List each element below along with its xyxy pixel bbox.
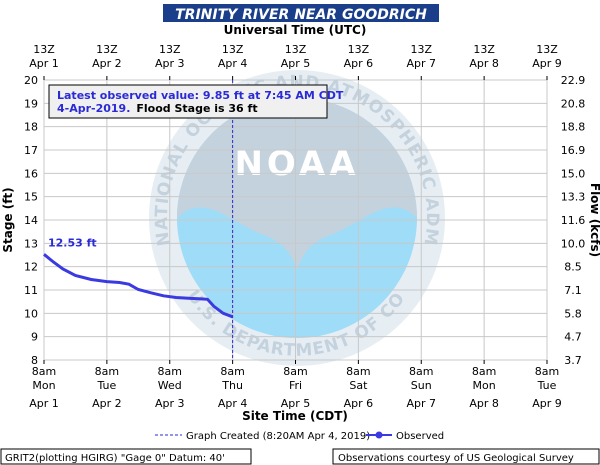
y2-tick-label: 5.8 xyxy=(564,307,582,320)
top-tick-hour: 13Z xyxy=(348,43,370,56)
y2-tick-label: 15.0 xyxy=(561,167,586,180)
bottom-tick-day: Sat xyxy=(349,379,368,392)
bottom-tick-day: Wed xyxy=(158,379,182,392)
footer-left-text: GRIT2(plotting HGIRG) "Gage 0" Datum: 40… xyxy=(5,453,225,464)
bottom-tick-day: Fri xyxy=(289,379,302,392)
bottom-tick-date: Apr 9 xyxy=(532,397,562,410)
y2-tick-label: 11.6 xyxy=(561,214,586,227)
top-tick-hour: 13Z xyxy=(33,43,55,56)
top-tick-hour: 13Z xyxy=(96,43,118,56)
info-line-1: Latest observed value: 9.85 ft at 7:45 A… xyxy=(57,89,344,102)
bottom-tick-date: Apr 4 xyxy=(218,397,248,410)
y-tick-label: 8 xyxy=(31,354,38,367)
y-tick-label: 20 xyxy=(24,74,38,87)
bottom-tick-date: Apr 1 xyxy=(29,397,59,410)
bottom-tick-date: Apr 6 xyxy=(344,397,374,410)
y2-tick-label: 10.0 xyxy=(561,237,586,250)
bottom-tick-day: Mon xyxy=(32,379,55,392)
top-tick-hour: 13Z xyxy=(410,43,432,56)
y2-axis-title: Flow (kcfs) xyxy=(588,183,600,257)
y-tick-label: 16 xyxy=(24,167,38,180)
y-tick-label: 15 xyxy=(24,191,38,204)
noaa-gull-top xyxy=(177,98,417,270)
bottom-tick-hour: 8am xyxy=(346,365,370,378)
top-tick-hour: 13Z xyxy=(536,43,558,56)
bottom-tick-hour: 8am xyxy=(95,365,119,378)
y2-tick-label: 22.9 xyxy=(561,74,586,87)
bottom-axis-title: Site Time (CDT) xyxy=(242,409,348,423)
y2-tick-label: 16.9 xyxy=(561,144,586,157)
top-tick-date: Apr 6 xyxy=(344,57,374,70)
bottom-tick-hour: 8am xyxy=(32,365,56,378)
legend-observed-label: Observed xyxy=(396,431,444,442)
y-tick-label: 10 xyxy=(24,307,38,320)
info-date: 4-Apr-2019. xyxy=(57,102,130,115)
y2-tick-label: 13.3 xyxy=(561,191,586,204)
bottom-tick-day: Tue xyxy=(96,379,116,392)
bottom-tick-hour: 8am xyxy=(158,365,182,378)
footer-right-box xyxy=(332,448,600,465)
bottom-tick-day: Sun xyxy=(411,379,432,392)
y-tick-label: 13 xyxy=(24,237,38,250)
bottom-tick-date: Apr 2 xyxy=(92,397,122,410)
observed-line xyxy=(43,253,234,319)
top-tick-date: Apr 1 xyxy=(29,57,59,70)
first-value-label: 12.53 ft xyxy=(48,236,97,249)
y2-tick-label: 20.8 xyxy=(561,97,586,110)
y2-tick-label: 4.7 xyxy=(564,331,582,344)
top-tick-date: Apr 4 xyxy=(218,57,248,70)
legend-created-label: Graph Created (8:20AM Apr 4, 2019) xyxy=(186,431,370,442)
top-tick-hour: 13Z xyxy=(285,43,307,56)
legend-observed-dot xyxy=(375,431,383,439)
info-flood-stage: Flood Stage is 36 ft xyxy=(136,102,257,115)
y-tick-label: 12 xyxy=(24,261,38,274)
bottom-tick-hour: 8am xyxy=(472,365,496,378)
title-bar xyxy=(163,4,439,22)
bottom-tick-day: Tue xyxy=(537,379,557,392)
info-box xyxy=(48,84,328,119)
top-tick-hour: 13Z xyxy=(222,43,244,56)
info-line-2: 4-Apr-2019. Flood Stage is 36 ft xyxy=(57,102,258,115)
bottom-tick-hour: 8am xyxy=(409,365,433,378)
y2-tick-label: 18.8 xyxy=(561,121,586,134)
footer-left-box xyxy=(0,448,252,465)
bottom-tick-hour: 8am xyxy=(535,365,559,378)
chart-title: TRINITY RIVER NEAR GOODRICH xyxy=(175,7,427,23)
bottom-tick-hour: 8am xyxy=(283,365,307,378)
y2-tick-label: 3.7 xyxy=(564,354,582,367)
y-tick-label: 9 xyxy=(31,331,38,344)
top-tick-hour: 13Z xyxy=(473,43,495,56)
bottom-tick-date: Apr 3 xyxy=(155,397,185,410)
y-tick-label: 14 xyxy=(24,214,38,227)
y-axis-title: Stage (ft) xyxy=(1,187,15,252)
axis-ticks: 8 3.7 9 4.7 10 5.8 11 7.1 12 8.5 13 10.0 14 11.6 15 13.… xyxy=(24,43,585,410)
top-tick-date: Apr 9 xyxy=(532,57,562,70)
bottom-tick-hour: 8am xyxy=(220,365,244,378)
y2-tick-label: 7.1 xyxy=(564,284,582,297)
top-tick-hour: 13Z xyxy=(159,43,181,56)
y-tick-label: 11 xyxy=(24,284,38,297)
top-tick-date: Apr 2 xyxy=(92,57,122,70)
top-tick-date: Apr 7 xyxy=(406,57,436,70)
bottom-tick-date: Apr 8 xyxy=(469,397,499,410)
top-tick-date: Apr 5 xyxy=(281,57,311,70)
y-tick-label: 18 xyxy=(24,121,38,134)
top-axis-title: Universal Time (UTC) xyxy=(224,23,367,37)
y-tick-label: 19 xyxy=(24,97,38,110)
top-tick-date: Apr 3 xyxy=(155,57,185,70)
top-tick-date: Apr 8 xyxy=(469,57,499,70)
bottom-tick-date: Apr 5 xyxy=(281,397,311,410)
y2-tick-label: 8.5 xyxy=(564,261,582,274)
footer-right-text: Observations courtesy of US Geological S… xyxy=(338,453,574,464)
bottom-tick-date: Apr 7 xyxy=(406,397,436,410)
y-tick-label: 17 xyxy=(24,144,38,157)
bottom-tick-day: Mon xyxy=(473,379,496,392)
bottom-tick-day: Thu xyxy=(221,379,243,392)
